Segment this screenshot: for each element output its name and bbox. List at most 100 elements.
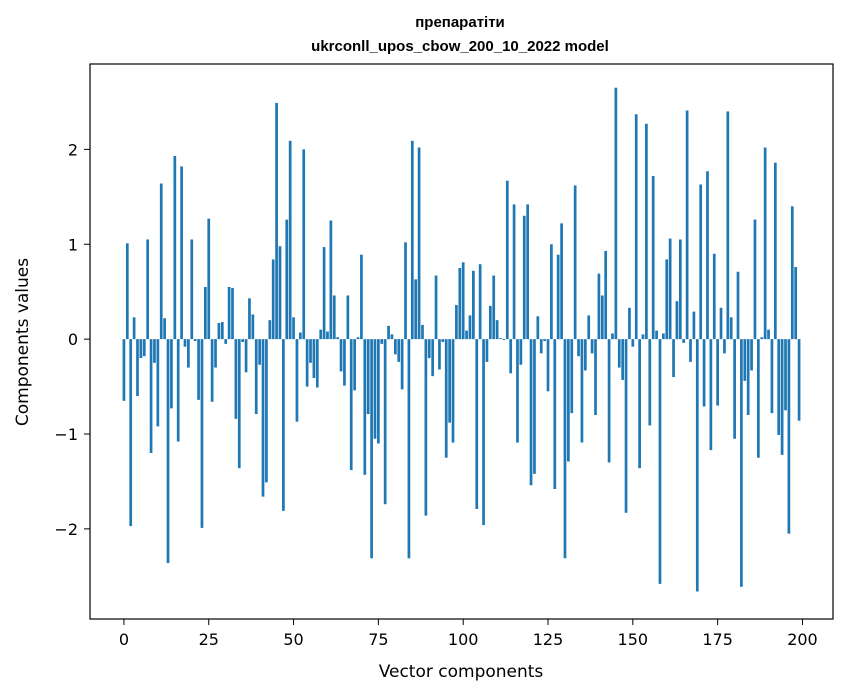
bar — [343, 339, 346, 386]
bar — [298, 332, 302, 340]
bar — [550, 244, 553, 340]
bar — [173, 156, 177, 340]
bar — [672, 339, 675, 378]
bar — [434, 275, 438, 340]
x-tick-label: 150 — [618, 630, 649, 649]
y-axis-label: Components values — [13, 258, 33, 426]
bar — [580, 339, 584, 443]
bar — [685, 110, 689, 340]
bar — [309, 339, 312, 363]
bar — [197, 339, 200, 400]
bar — [740, 339, 743, 587]
bar — [631, 339, 635, 347]
bar — [166, 339, 170, 564]
bar — [210, 339, 214, 402]
bar — [417, 147, 421, 340]
bar — [729, 317, 733, 340]
bar — [217, 323, 221, 340]
bar — [529, 339, 533, 486]
bar — [146, 239, 150, 340]
bar — [187, 339, 190, 368]
bar — [312, 339, 316, 379]
bar — [366, 339, 370, 415]
bar — [607, 339, 611, 463]
bar — [590, 339, 594, 354]
bar — [543, 339, 546, 342]
bar — [292, 317, 295, 340]
bar — [567, 339, 570, 462]
bar — [319, 329, 323, 340]
bar — [709, 339, 713, 451]
bar — [170, 339, 173, 409]
bar — [421, 324, 424, 340]
bar — [441, 339, 445, 342]
bar — [655, 330, 658, 340]
bar — [658, 339, 662, 584]
bar — [502, 339, 506, 341]
bar — [757, 339, 760, 458]
bar — [400, 339, 404, 390]
bar — [404, 242, 407, 340]
bar — [132, 317, 136, 340]
y-axis-ticks: −2 −1 0 1 2 — [54, 140, 90, 539]
bar — [231, 287, 234, 340]
bar — [414, 279, 418, 340]
bar — [706, 171, 709, 340]
bar — [475, 339, 479, 509]
bar — [505, 180, 509, 340]
bar — [492, 275, 496, 340]
bar — [326, 331, 329, 340]
bar — [271, 259, 275, 340]
bar — [675, 301, 679, 340]
bar — [573, 185, 577, 340]
y-tick-label: 1 — [68, 235, 78, 254]
bar — [237, 339, 241, 469]
bar — [458, 267, 462, 340]
bar — [183, 339, 187, 347]
bar — [220, 322, 224, 340]
bar — [641, 334, 645, 340]
bar — [519, 339, 523, 365]
bar — [444, 339, 448, 458]
bar — [254, 339, 258, 415]
bar — [455, 304, 458, 340]
bar — [668, 238, 672, 340]
bar — [176, 339, 180, 442]
bar — [251, 314, 255, 340]
bar — [332, 295, 336, 340]
bar — [149, 339, 153, 453]
x-tick-label: 125 — [533, 630, 564, 649]
bar — [678, 239, 682, 340]
bar — [628, 307, 631, 340]
bar — [224, 339, 228, 344]
bar — [393, 339, 397, 355]
bar — [763, 147, 767, 340]
bar — [322, 247, 326, 340]
bar — [356, 337, 360, 340]
bar — [750, 339, 753, 371]
bar — [495, 320, 499, 340]
bar — [200, 339, 204, 528]
x-tick-label: 0 — [119, 630, 129, 649]
chart-title: препаратіти — [415, 14, 505, 31]
bar — [512, 204, 516, 340]
bar — [156, 339, 160, 427]
x-tick-label: 75 — [368, 630, 388, 649]
x-axis-label: Vector components — [379, 662, 544, 682]
bar — [336, 337, 340, 340]
bar — [790, 206, 794, 340]
bar — [614, 87, 618, 340]
bar — [278, 246, 282, 340]
bar — [794, 267, 798, 340]
bar — [624, 339, 628, 513]
bar — [241, 339, 245, 342]
x-tick-label: 175 — [702, 630, 733, 649]
bar — [522, 215, 526, 340]
bar — [597, 273, 601, 340]
bar — [214, 339, 217, 368]
bar — [780, 339, 784, 455]
bar — [560, 223, 563, 340]
bar — [315, 339, 319, 388]
bar — [329, 220, 333, 340]
